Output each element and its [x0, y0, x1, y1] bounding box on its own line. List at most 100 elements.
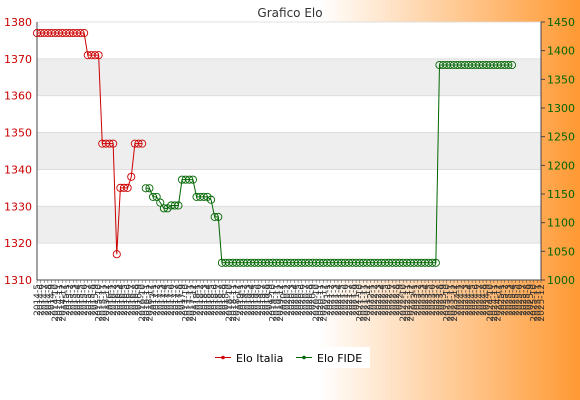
x-tick-label: 2025-12 [537, 284, 547, 322]
legend-marker-elo-italia [221, 355, 225, 360]
y-right-tick-label: 1250 [547, 131, 575, 144]
x-tick-label: 2015-11 [98, 284, 108, 322]
x-tick-label: 2024-3 [461, 284, 471, 316]
x-tick-label: 2016-5 [120, 284, 130, 316]
x-tick-label: 2018-11 [229, 284, 239, 322]
x-tick-label: 2022-8 [392, 284, 402, 316]
x-tick-label: 2023-1 [410, 284, 420, 316]
data-point-elo-fide [141, 184, 150, 193]
x-tick-label: 2019-1 [236, 284, 246, 316]
grid-band [37, 58, 541, 96]
legend-box [210, 347, 370, 368]
y-right-tick-label: 1150 [547, 188, 575, 201]
x-tick-label: 2023-4 [421, 284, 431, 316]
x-tick-label: 2020-9 [309, 284, 319, 316]
x-tick-label: 2021-4 [334, 284, 344, 316]
x-tick-label: 2025-3 [504, 284, 514, 316]
x-tick-label: 2022-3 [374, 284, 384, 316]
x-tick-label: 2021-9 [352, 284, 362, 316]
x-tick-label: 2025-10 [530, 284, 540, 322]
x-tick-label: 2017-10 [182, 284, 192, 322]
y-right-tick-label: 1050 [547, 245, 575, 258]
data-point-elo-italia [138, 139, 147, 148]
x-tick-label: 2024-1 [454, 284, 464, 316]
x-tick-label: 2020-5 [294, 284, 304, 316]
x-tick-label: 2021-12 [363, 284, 373, 322]
data-point-elo-fide [210, 212, 219, 221]
x-tick-label: 2018-2 [196, 284, 206, 316]
x-tick-label: 2015-9 [91, 284, 101, 316]
y-right-tick-label: 1200 [547, 159, 575, 172]
y-right-tick-label: 1450 [547, 16, 575, 29]
data-point-elo-fide [188, 175, 197, 184]
x-tick-label: 2020-12 [319, 284, 329, 322]
x-tick-label: 2025-6 [515, 284, 525, 316]
x-tick-label: 2020-3 [287, 284, 297, 316]
data-point-elo-fide [431, 258, 440, 267]
data-point-elo-fide [145, 184, 154, 193]
y-left-tick-label: 1360 [4, 90, 32, 103]
x-tick-label: 2017-4 [160, 284, 170, 316]
x-tick-label: 2016-11 [142, 284, 152, 322]
x-tick-label: 2019-3 [243, 284, 253, 316]
y-left-tick-label: 1370 [4, 53, 32, 66]
x-tick-label: 2018-10 [225, 284, 235, 322]
y-left-tick-label: 1340 [4, 163, 32, 176]
x-tick-label: 2021-2 [327, 284, 337, 316]
x-tick-label: 2023-6 [428, 284, 438, 316]
x-tick-label: 2021-3 [330, 284, 340, 316]
data-point-elo-fide [148, 192, 158, 201]
x-tick-label: 2020-2 [283, 284, 293, 316]
data-point-elo-fide [428, 258, 437, 267]
data-point-elo-italia [119, 183, 129, 192]
data-point-elo-italia [109, 139, 118, 148]
x-tick-label: 2018-9 [222, 284, 232, 316]
x-tick-label: 2024-2 [457, 284, 467, 316]
x-tick-label: 2022-9 [396, 284, 406, 316]
legend-label-elo-italia: Elo Italia [236, 352, 283, 365]
x-tick-label: 2023-3 [417, 284, 427, 316]
data-point-elo-fide [507, 60, 517, 70]
x-tick-label: 2021-5 [338, 284, 348, 316]
x-tick-label: 2024-4 [464, 284, 474, 316]
x-tick-label: 2019-7 [258, 284, 268, 316]
x-tick-label: 2025-2 [501, 284, 511, 316]
y-left-tick-label: 1330 [4, 200, 32, 213]
data-point-elo-italia [134, 139, 143, 148]
x-tick-label: 2025-7 [519, 284, 529, 316]
x-tick-label: 2024-8 [479, 284, 489, 316]
x-tick-label: 2025-1 [497, 284, 507, 316]
x-tick-label: 2014-10 [51, 284, 61, 322]
x-tick-label: 2016-4 [116, 284, 126, 316]
x-tick-label: 2024-6 [472, 284, 482, 316]
x-tick-label: 2020-11 [316, 284, 326, 322]
x-tick-label: 2015-10 [95, 284, 105, 322]
x-tick-label: 2020-4 [290, 284, 300, 316]
x-tick-label: 2019-4 [247, 284, 257, 316]
x-tick-label: 2019-12 [276, 284, 286, 322]
y-right-tick-label: 1300 [547, 102, 575, 115]
x-tick-label: 2018-7 [214, 284, 224, 316]
legend-marker-elo-fide [302, 355, 306, 360]
data-point-elo-fide [199, 192, 208, 201]
x-tick-label: 2015-8 [87, 284, 97, 316]
x-tick-label: 2018-12 [232, 284, 242, 322]
x-tick-label: 2017-12 [189, 284, 199, 322]
data-point-elo-fide [185, 175, 194, 184]
x-tick-label: 2017-6 [167, 284, 177, 316]
x-tick-label: 2017-8 [174, 284, 184, 316]
data-point-elo-fide [170, 201, 179, 210]
y-left-tick-label: 1310 [4, 274, 32, 287]
x-tick-label: 2021-7 [345, 284, 355, 316]
data-point-elo-fide [159, 204, 168, 213]
x-tick-label: 2023-5 [425, 284, 435, 316]
x-tick-label: 2023-10 [443, 284, 453, 322]
x-tick-label: 2020-7 [301, 284, 311, 316]
x-tick-label: 2022-4 [377, 284, 387, 316]
x-tick-label: 2019-8 [261, 284, 271, 316]
x-tick-label: 2024-12 [493, 284, 503, 322]
y-right-tick-label: 1100 [547, 217, 575, 230]
x-tick-label: 2019-2 [240, 284, 250, 316]
x-tick-label: 2019-6 [254, 284, 264, 316]
x-tick-label: 2016-6 [124, 284, 134, 316]
